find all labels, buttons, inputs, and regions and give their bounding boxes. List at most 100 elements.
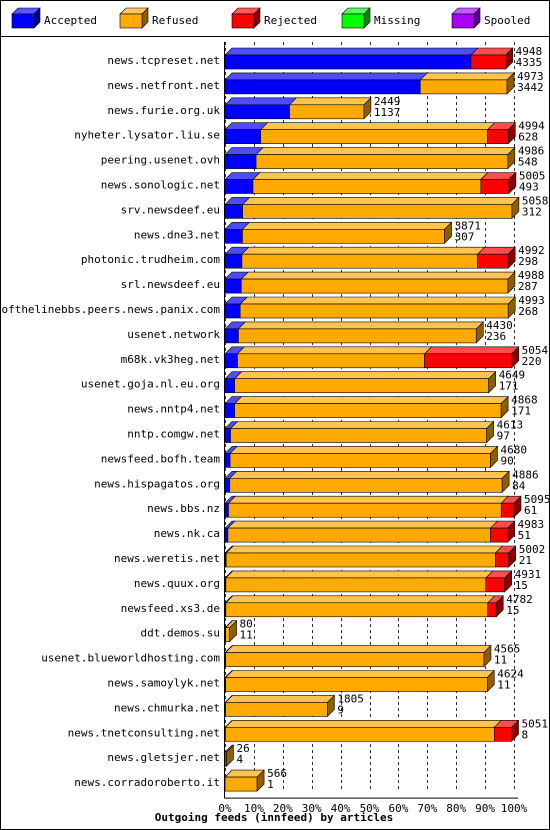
category-label-srl-newsdeef-eu: srl.newsdeef.eu [121,278,220,291]
bar-rejected-nyheter-lysator-liu-se [487,129,509,144]
total-label-news-tnetconsulting-net: 5051 [522,717,549,730]
bar-rejected-newsfeed-xs3-de [487,602,497,618]
accepted-label-ddt-demos-su: 11 [240,629,253,642]
bar-refused-news-tnetconsulting-net [225,726,495,742]
bar-side-usenet-goja-nl-eu-org [488,370,497,394]
bar-accepted-usenet-network [224,328,239,344]
category-label-endofthelinebbs-peers-news-panix-com: endofthelinebbs.peers.news.panix.com [0,303,220,316]
x-tick-label-60: 60% [388,802,408,815]
bar-side-news-samoylyk-net [486,669,495,693]
total-label-newsfeed-bofh-team: 4680 [500,443,527,456]
accepted-label-news-sonologic-net: 493 [519,181,539,194]
x-tick-label-80: 80% [446,802,466,815]
category-label-news-nntp4-net: news.nntp4.net [127,403,220,416]
category-label-photonic-trudheim-com: photonic.trudheim.com [81,253,220,266]
bar-refused-usenet-network [238,328,477,344]
legend-label-missing: Missing [374,14,420,27]
accepted-label-news-weretis-net: 21 [519,554,532,567]
bar-accepted-news-dne3-net [224,229,243,244]
bar-refused-news-corradoroberto-it [224,776,258,792]
bar-top-refused-usenet-network [237,321,485,330]
category-label-news-nk-ca: news.nk.ca [154,527,220,540]
total-label-photonic-trudheim-com: 4992 [518,244,545,257]
bar-side-news-tcpreset-net [505,47,513,70]
x-tick-label-50: 50% [360,802,380,815]
total-label-peering-usenet-ovh: 4986 [518,145,545,158]
total-label-srv-newsdeef-eu: 5058 [522,194,549,207]
bar-rejected-news-weretis-net [495,552,510,568]
total-label-news-sonologic-net: 5005 [519,170,546,183]
total-label-news-dne3-net: 3871 [455,219,482,232]
accepted-label-nyheter-lysator-liu-se: 628 [518,131,538,144]
bar-top-refused-news-nk-ca [227,520,499,529]
bar-side-news-nntp4-net [500,395,509,419]
bar-top-refused-nntp-comgw-net [229,421,495,429]
bar-top-refused-endofthelinebbs-peers-news-panix-com [239,296,516,305]
bar-top-refused-newsfeed-bofh-team [229,446,499,454]
bar-top-refused-news-furie-org-uk [288,97,372,106]
bar-refused-news-dne3-net [242,229,445,244]
bar-side-m68k-vk3heg-net [511,346,519,369]
bar-side-photonic-trudheim-com [507,246,516,269]
total-label-endofthelinebbs-peers-news-panix-com: 4993 [518,294,545,307]
accepted-label-photonic-trudheim-com: 298 [518,255,538,268]
x-tick-label-10: 10% [244,802,264,815]
accepted-label-peering-usenet-ovh: 548 [518,156,538,169]
legend-swatch-rejected [231,13,255,29]
bar-top-refused-news-netfront-net [419,72,515,81]
category-label-srv-newsdeef-eu: srv.newsdeef.eu [121,203,220,216]
bar-accepted-srl-newsdeef-eu [224,278,242,294]
legend: Accepted Refused Rejected Missing Spooled [11,7,530,29]
legend-label-refused: Refused [152,14,198,27]
category-label-news-quux-org: news.quux.org [134,577,220,590]
bar-rejected-news-tnetconsulting-net [494,726,512,742]
total-label-news-bbs-nz: 5095 [524,493,550,506]
bar-top-refused-news-tnetconsulting-net [224,719,503,728]
bar-refused-srv-newsdeef-eu [242,204,513,219]
bar-rejected-news-bbs-nz [500,502,515,518]
total-label-news-nntp4-net: 4868 [511,394,537,407]
bar-side-newsfeed-bofh-team [490,445,498,469]
bar-refused-news-sonologic-net [252,179,482,194]
accepted-label-usenet-blueworldhosting-com: 11 [494,654,507,667]
bar-accepted-news-nk-ca [224,527,229,543]
total-label-usenet-blueworldhosting-com: 4565 [494,643,521,656]
accepted-label-usenet-network: 236 [486,330,506,343]
x-axis-title: Outgoing feeds (innfeed) by articles [155,811,393,824]
total-label-usenet-network: 4430 [486,319,512,332]
bar-refused-news-hispagatos-org [229,477,503,493]
category-label-news-bbs-nz: news.bbs.nz [147,502,220,515]
category-label-nntp-comgw-net: nntp.comgw.net [127,428,220,441]
category-label-news-tnetconsulting-net: news.tnetconsulting.net [68,726,220,739]
accepted-label-news-netfront-net: 3442 [517,81,544,94]
legend-label-rejected: Rejected [264,14,317,27]
accepted-label-news-furie-org-uk: 1137 [374,106,401,119]
bar-top-refused-news-weretis-net [225,545,504,554]
bar-side-news-furie-org-uk [363,97,372,120]
bar-refused-news-chmurka-net [225,702,328,717]
category-label-usenet-goja-nl-eu-org: usenet.goja.nl.eu.org [81,378,220,391]
total-label-srl-newsdeef-eu: 4988 [518,269,545,282]
accepted-label-newsfeed-bofh-team: 90 [500,454,513,467]
bar-top-refused-photonic-trudheim-com [241,246,486,255]
accepted-label-usenet-goja-nl-eu-org: 171 [499,380,519,393]
bar-top-refused-news-chmurka-net [224,695,336,703]
accepted-label-news-nk-ca: 51 [518,529,531,542]
bar-top-refused-nyheter-lysator-liu-se [259,122,496,130]
bar-accepted-nntp-comgw-net [224,428,231,443]
bar-rejected-news-nk-ca [490,527,508,543]
bar-top-rejected-m68k-vk3heg-net [423,346,520,355]
accepted-label-news-chmurka-net: 9 [337,703,344,716]
accepted-label-news-bbs-nz: 61 [524,504,537,517]
total-label-nntp-comgw-net: 4613 [497,419,524,432]
bar-top-refused-peering-usenet-ovh [255,147,516,155]
bar-refused-news-quux-org [225,577,487,593]
bar-side-peering-usenet-ovh [507,146,516,170]
bar-accepted-m68k-vk3heg-net [224,353,238,369]
bar-refused-photonic-trudheim-com [241,253,478,269]
legend-swatch-refused [119,13,143,29]
bar-side-newsfeed-xs3-de [495,595,504,618]
bar-top-refused-news-quux-org [225,570,494,579]
